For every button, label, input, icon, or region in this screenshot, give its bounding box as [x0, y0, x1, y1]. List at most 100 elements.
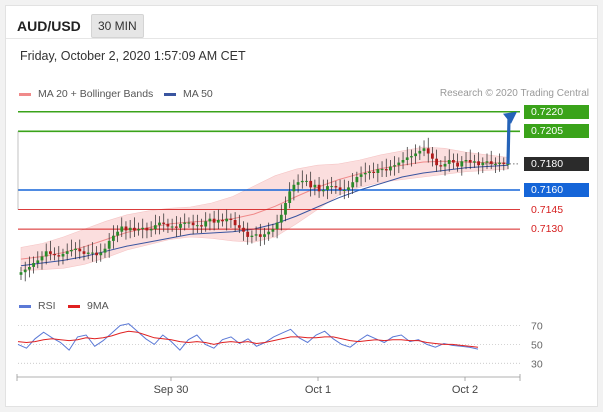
candle-up: [112, 235, 115, 241]
candle-up: [368, 171, 371, 173]
rsi-tick-label: 70: [531, 321, 543, 333]
candle-down: [317, 184, 321, 192]
timeframe-badge[interactable]: 30 MIN: [91, 14, 144, 38]
candle-up: [40, 256, 44, 261]
projection-arrowhead: [503, 111, 517, 124]
candle-up: [116, 231, 119, 236]
candle-up: [460, 161, 464, 167]
candle-up: [464, 160, 468, 162]
candle-down: [242, 227, 245, 232]
candle-down: [229, 218, 233, 220]
candle-down: [372, 171, 376, 173]
candle-up: [23, 269, 27, 273]
candle-up: [263, 234, 266, 237]
candle-up: [300, 180, 304, 183]
candle-down: [384, 169, 388, 171]
candle-up: [481, 162, 485, 166]
candle-up: [250, 235, 254, 237]
candle-down: [468, 160, 472, 163]
candle-up: [447, 160, 451, 164]
candle-up: [279, 214, 283, 223]
ma9-swatch: [68, 304, 80, 308]
candle-down: [200, 225, 203, 227]
legend-ma50: MA 50: [164, 88, 213, 100]
candle-up: [28, 267, 31, 270]
candle-up: [32, 263, 35, 267]
candle-down: [145, 227, 149, 231]
candle-down: [233, 220, 237, 226]
candle-up: [330, 186, 334, 188]
level-label-resistance: 0.7220: [524, 104, 589, 119]
candle-up: [275, 222, 279, 230]
candle-down: [49, 251, 52, 254]
candle-up: [326, 186, 329, 190]
level-label-last: 0.7180: [524, 156, 589, 171]
candle-up: [389, 166, 392, 171]
rsi-label: RSI: [38, 300, 56, 312]
candle-down: [258, 234, 262, 237]
candle-up: [195, 225, 199, 227]
candle-up: [158, 222, 161, 226]
candle-down: [489, 161, 493, 164]
candle-up: [254, 234, 258, 236]
ma50-swatch: [164, 92, 176, 96]
candle-down: [334, 186, 338, 188]
candle-up: [74, 248, 77, 250]
candle-up: [19, 272, 23, 275]
candle-up: [296, 182, 300, 185]
bollinger-band: [20, 146, 509, 272]
rsi-swatch: [19, 304, 31, 308]
candle-up: [422, 148, 426, 151]
level-label-pivot: 0.7160: [524, 183, 589, 197]
rsi-tick-label: 50: [531, 339, 543, 351]
candle-up: [414, 153, 417, 157]
candle-down: [338, 187, 342, 190]
candle-down: [426, 148, 430, 154]
candle-up: [103, 248, 107, 253]
candle-up: [65, 251, 69, 254]
rsi-9ma-line: [17, 330, 479, 348]
candle-up: [86, 252, 90, 254]
candle-up: [485, 161, 489, 163]
candle-up: [376, 169, 380, 173]
candle-up: [494, 163, 497, 165]
candle-down: [82, 251, 86, 254]
candle-up: [443, 163, 447, 167]
candle-down: [477, 161, 480, 166]
level-label-resistance: 0.7205: [524, 124, 589, 139]
candle-up: [359, 174, 363, 177]
candle-up: [313, 184, 317, 188]
candle-down: [456, 162, 459, 167]
candle-up: [410, 156, 413, 158]
credit-text: Research © 2020 Trading Central: [439, 88, 589, 99]
legend-9ma: 9MA: [68, 300, 109, 312]
candle-up: [284, 203, 287, 215]
candle-up: [208, 218, 212, 222]
time-axis-label: Oct 2: [452, 384, 478, 396]
candle-up: [149, 229, 153, 231]
candle-down: [166, 223, 170, 227]
candle-down: [237, 225, 241, 228]
candle-up: [44, 251, 48, 257]
candle-up: [141, 227, 145, 230]
projection-arrow-line: [506, 117, 511, 164]
ma50-line: [20, 164, 509, 267]
candle-up: [393, 165, 396, 167]
rsi-line: [17, 323, 479, 351]
candle-up: [170, 226, 174, 228]
ma20-swatch: [19, 92, 31, 96]
candle-up: [473, 161, 476, 163]
candle-down: [95, 252, 98, 256]
candle-down: [53, 253, 56, 256]
candle-down: [221, 220, 224, 222]
candle-up: [271, 229, 275, 232]
time-axis-label: Sep 30: [154, 384, 189, 396]
symbol-label: AUD/USD: [17, 18, 81, 34]
ma20-line: [20, 160, 509, 260]
candle-down: [431, 153, 434, 159]
candle-down: [162, 222, 166, 224]
candle-up: [61, 253, 65, 257]
candle-up: [363, 173, 367, 175]
candle-up: [292, 184, 296, 192]
